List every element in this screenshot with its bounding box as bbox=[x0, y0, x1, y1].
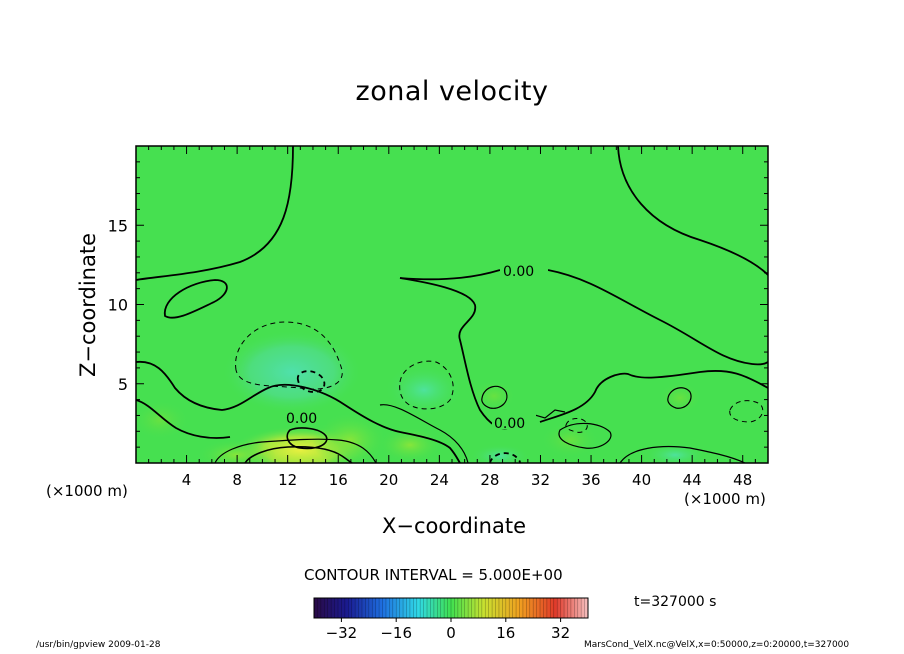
colorbar-tick-label: 0 bbox=[446, 624, 456, 642]
x-tick-label: 48 bbox=[733, 471, 752, 489]
time-label: t=327000 s bbox=[634, 594, 717, 610]
x-unit-right: (×1000 m) bbox=[684, 490, 766, 508]
contour-label-upper: 0.00 bbox=[503, 264, 534, 280]
footer-source: MarsCond_VelX.nc@VelX,x=0:50000,z=0:2000… bbox=[584, 640, 850, 650]
positive-region-8 bbox=[136, 400, 190, 440]
x-tick-label: 16 bbox=[329, 471, 348, 489]
zero-contour-middle bbox=[399, 277, 768, 430]
contour-pos-lower-right bbox=[379, 404, 469, 463]
colorbar-gradient bbox=[314, 598, 588, 618]
contour-labels: 0.00 0.00 0.00 bbox=[283, 262, 548, 432]
x-tick-label: 36 bbox=[581, 471, 600, 489]
colorbar-tick-label: −32 bbox=[326, 624, 358, 642]
contour-neg-dashed-5 bbox=[565, 417, 588, 433]
positive-region-2 bbox=[196, 439, 276, 463]
contour-pos-right-bump bbox=[667, 387, 692, 409]
zero-contour-upper bbox=[136, 146, 294, 281]
x-tick-label: 12 bbox=[278, 471, 297, 489]
colorbar-tick-label: −16 bbox=[380, 624, 412, 642]
contour-neg-dashed-3 bbox=[489, 452, 521, 463]
positive-region-4 bbox=[378, 427, 442, 463]
contour-pos-10 bbox=[244, 445, 353, 463]
colorbar: −32 −16 0 16 32 bbox=[313, 597, 589, 642]
y-tick-label: 15 bbox=[108, 216, 128, 235]
x-tick-label: 4 bbox=[182, 471, 192, 489]
y-tick-label: 5 bbox=[118, 375, 128, 394]
x-axis: 4 8 12 16 20 24 28 32 36 40 44 48 bbox=[148, 146, 756, 489]
zero-contour-left-low bbox=[136, 399, 231, 439]
x-unit-left: (×1000 m) bbox=[46, 482, 128, 500]
negative-region-3 bbox=[470, 444, 530, 463]
contour-interval: CONTOUR INTERVAL = 5.000E+00 bbox=[304, 566, 563, 584]
contour-pos-rightside bbox=[558, 422, 612, 449]
contour-pos-5 bbox=[214, 438, 377, 463]
y-axis-label: Z−coordinate bbox=[76, 233, 100, 377]
plot-fill bbox=[136, 146, 768, 463]
x-tick-label: 20 bbox=[379, 471, 398, 489]
negative-region-2 bbox=[384, 364, 464, 416]
contour-lines bbox=[136, 146, 768, 463]
colorbar-segments bbox=[317, 598, 585, 618]
contour-label-left: 0.00 bbox=[286, 411, 317, 427]
positive-region-6 bbox=[658, 382, 702, 414]
x-tick-label: 28 bbox=[480, 471, 499, 489]
contour-neg-dashed-4 bbox=[729, 400, 764, 423]
y-axis: 5 10 15 bbox=[108, 161, 768, 448]
x-tick-label: 40 bbox=[632, 471, 651, 489]
x-tick-label: 8 bbox=[232, 471, 242, 489]
contour-neg-dashed-1 bbox=[235, 321, 343, 390]
x-tick-label: 24 bbox=[430, 471, 449, 489]
zero-contour-upper-right bbox=[617, 146, 768, 276]
zero-contour-main bbox=[399, 269, 768, 366]
chart-title: zonal velocity bbox=[355, 76, 549, 107]
contour-neg-dashed-inner bbox=[296, 370, 326, 393]
y-tick-label: 10 bbox=[108, 296, 128, 315]
x-tick-label: 32 bbox=[531, 471, 550, 489]
zero-contour-lower bbox=[136, 360, 461, 463]
colorbar-tick-label: 32 bbox=[551, 624, 570, 642]
x-tick-label: 44 bbox=[683, 471, 702, 489]
contour-label-mid: 0.00 bbox=[494, 416, 525, 432]
x-axis-label: X−coordinate bbox=[382, 514, 526, 538]
contour-bottom-right bbox=[619, 445, 746, 463]
footer-program: /usr/bin/gpview 2009-01-28 bbox=[36, 640, 161, 650]
colorbar-tick-label: 16 bbox=[496, 624, 515, 642]
contour-pos-yellow-box bbox=[286, 427, 328, 450]
positive-region-7 bbox=[540, 422, 600, 458]
colorbar-ticks: −32 −16 0 16 32 bbox=[326, 618, 570, 642]
contour-pos-mid-bump bbox=[481, 385, 508, 409]
contour-neg-dashed-2 bbox=[399, 360, 454, 410]
zero-contour-closed-loop bbox=[164, 279, 228, 319]
